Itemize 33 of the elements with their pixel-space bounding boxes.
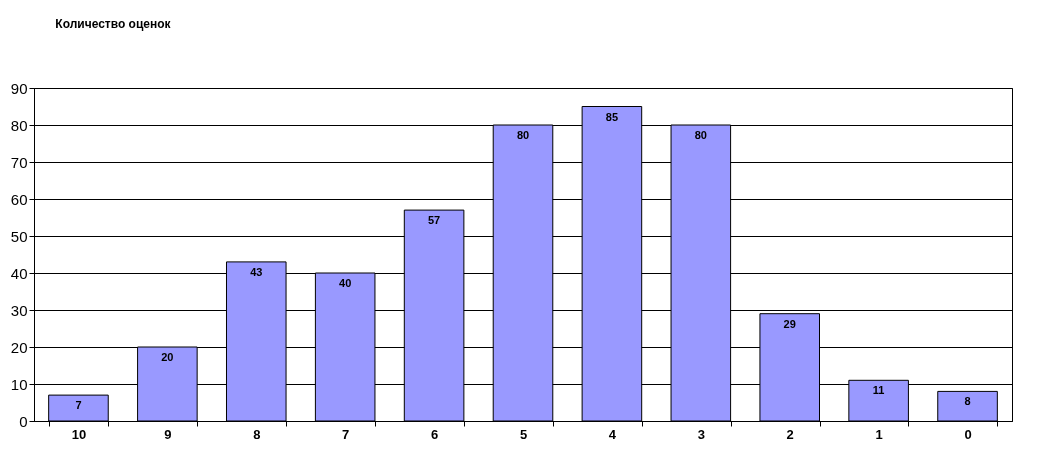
data-label: 29 — [783, 317, 796, 330]
y-tick-label: 80 — [10, 116, 28, 134]
chart-title: Количество оценок — [55, 17, 172, 31]
x-tick-label: 10 — [71, 426, 87, 442]
x-tick-label: 9 — [164, 426, 172, 442]
y-tick-label: 90 — [10, 79, 28, 97]
data-label: 85 — [605, 110, 619, 123]
data-label: 40 — [339, 277, 352, 289]
y-tick-label: 20 — [10, 338, 28, 356]
x-tick-label: 3 — [697, 426, 705, 442]
y-tick-label: 60 — [10, 190, 28, 208]
data-label: 80 — [516, 129, 530, 141]
x-tick-label: 1 — [875, 426, 883, 442]
data-label: 57 — [427, 214, 441, 227]
data-label: 43 — [250, 265, 263, 278]
x-tick-label: 6 — [430, 426, 439, 442]
data-label: 11 — [872, 384, 885, 397]
y-tick-label: 30 — [10, 301, 28, 319]
data-label: 80 — [694, 129, 707, 141]
x-tick-label: 8 — [253, 426, 261, 442]
x-tick-label: 7 — [342, 426, 350, 442]
data-label: 7 — [75, 399, 82, 412]
y-tick-label: 70 — [10, 153, 28, 171]
x-tick-label: 2 — [786, 426, 794, 442]
x-tick-label: 5 — [519, 426, 528, 442]
y-tick-label: 50 — [10, 227, 28, 245]
x-tick-label: 0 — [964, 426, 972, 442]
data-label: 8 — [964, 395, 971, 408]
y-tick-label: 0 — [19, 412, 28, 430]
data-label: 20 — [161, 351, 174, 363]
y-tick-label: 40 — [10, 264, 28, 282]
x-tick-label: 4 — [608, 426, 617, 442]
y-tick-label: 10 — [10, 375, 28, 393]
